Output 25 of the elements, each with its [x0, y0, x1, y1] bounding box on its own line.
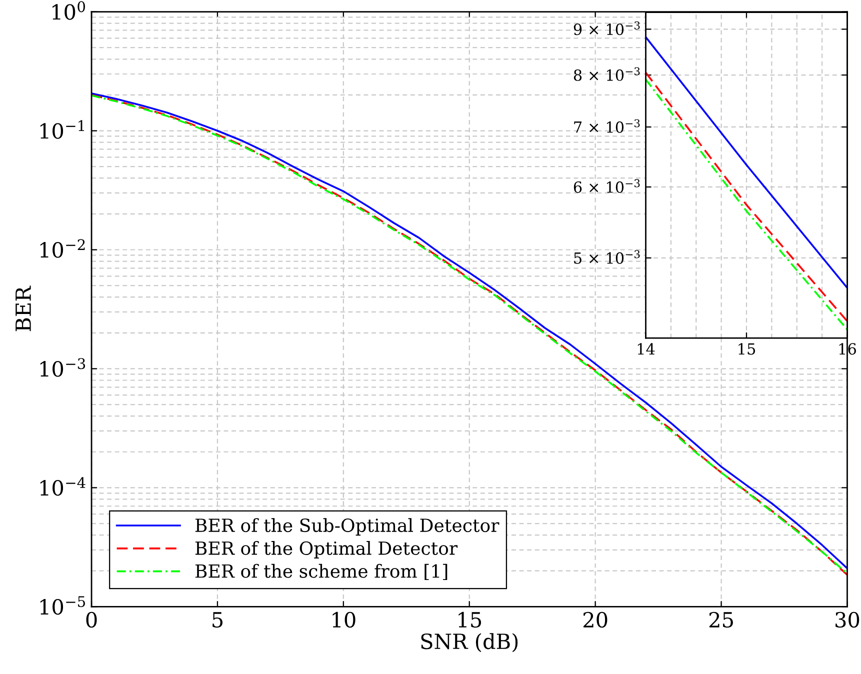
x-axis-title: SNR (dB): [421, 633, 518, 652]
y-tick-label: 7 × 10$^{−3}$: [574, 119, 640, 133]
y-axis-title: BER: [16, 286, 31, 332]
y-tick-label: 5 × 10$^{−3}$: [574, 250, 640, 264]
x-tick-label: 5: [212, 612, 222, 628]
legend-label: BER of the scheme from [1]: [195, 564, 448, 580]
legend-label: BER of the Sub-Optimal Detector: [195, 518, 500, 536]
x-tick-label: 0: [86, 612, 97, 628]
y-tick-label: 10$^{−5}$: [40, 596, 85, 615]
x-tick-label: 14: [638, 343, 655, 354]
y-tick-label: 10$^{−1}$: [40, 120, 84, 139]
y-tick-label: 6 × 10$^{−3}$: [574, 179, 640, 193]
y-tick-label: 10$^{−2}$: [40, 239, 85, 258]
x-tick-label: 25: [709, 612, 733, 628]
y-tick-label: 9 × 10$^{−3}$: [574, 21, 640, 36]
y-tick-label: 8 × 10$^{−3}$: [574, 67, 640, 81]
legend-label: BER of the Optimal Detector: [195, 541, 458, 558]
y-tick-label: 10$^{0}$: [52, 1, 86, 20]
x-tick-label: 10: [332, 612, 356, 628]
y-tick-label: 10$^{−3}$: [40, 358, 86, 377]
x-tick-label: 30: [836, 612, 860, 628]
y-tick-label: 10$^{−4}$: [40, 477, 86, 496]
x-tick-label: 15: [458, 612, 482, 628]
x-tick-label: 20: [583, 612, 608, 628]
x-tick-label: 15: [738, 343, 756, 355]
